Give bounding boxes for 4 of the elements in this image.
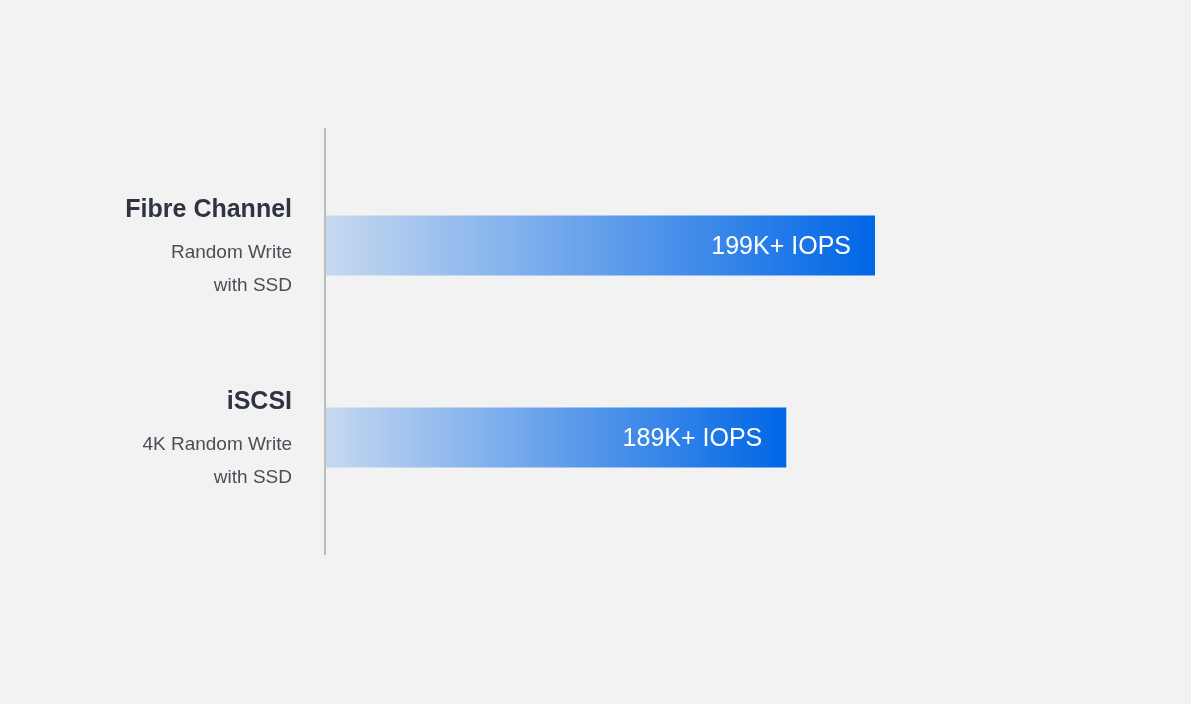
data-label: 199K+ IOPS	[711, 231, 851, 260]
data-label: 189K+ IOPS	[622, 423, 763, 452]
y-tick-label: iSCSI 4K Random Write with SSD	[142, 386, 292, 487]
y-tick-label: Fibre Channel Random Write with SSD	[125, 194, 292, 295]
